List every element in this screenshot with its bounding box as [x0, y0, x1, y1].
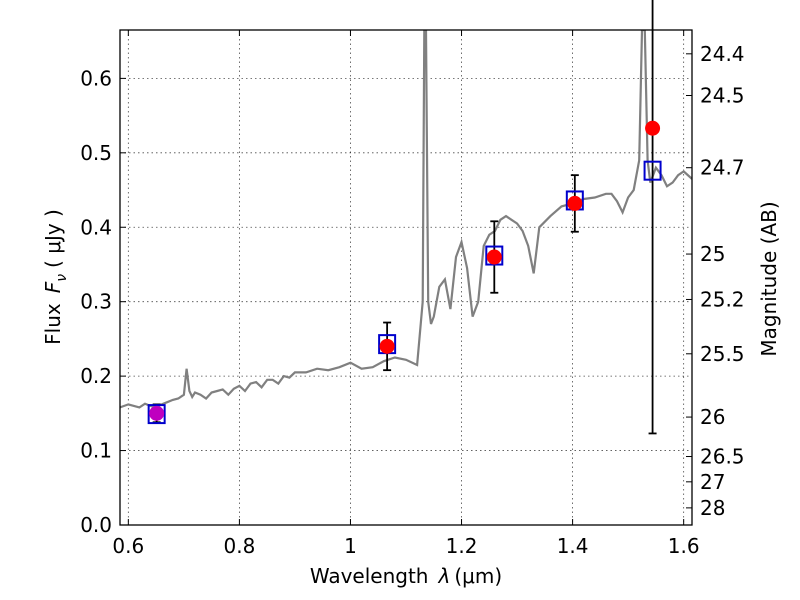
y-tick-label: 0.0: [80, 513, 112, 537]
model-square-marker: [485, 245, 504, 266]
plot-frame: [119, 29, 693, 526]
y-axis-label: FluxFν( μJy ): [41, 209, 70, 345]
observed-point: [149, 405, 165, 421]
x-tick-label: 0.8: [223, 534, 255, 558]
observed-point: [486, 249, 502, 265]
spectrum-line: [120, 30, 692, 409]
x-tick-label: 1.4: [557, 534, 589, 558]
x-tick-label: 0.6: [112, 534, 144, 558]
y2-tick-label: 26: [700, 405, 725, 429]
y2-tick-label: 24.7: [700, 156, 745, 180]
x-tick-label: 1.6: [668, 534, 700, 558]
x-tick-label: 1.2: [446, 534, 478, 558]
y2-tick-label: 26.5: [700, 445, 745, 469]
observed-point: [379, 338, 395, 354]
y2-axis-label: Magnitude (AB): [757, 201, 781, 356]
y-tick-label: 0.5: [80, 141, 112, 165]
observed-point: [567, 195, 583, 211]
y2-tick-label: 27: [700, 470, 725, 494]
y2-tick-label: 28: [700, 496, 725, 520]
x-axis-label: Wavelength λ (μm): [310, 564, 502, 588]
y-axis-ticks: 0.0 0.1 0.2 0.3 0.4 0.5 0.6: [80, 66, 126, 537]
y2-tick-label: 25.5: [700, 342, 745, 366]
y2-tick-label: 24.5: [700, 84, 745, 108]
error-bars: [152, 0, 657, 435]
y2-tick-label: 25.2: [700, 287, 745, 311]
y2-tick-label: 25: [700, 242, 725, 266]
y-tick-label: 0.6: [80, 66, 112, 90]
y-tick-label: 0.3: [80, 290, 112, 314]
x-axis-ticks: 0.6 0.8 1 1.2 1.4 1.6: [112, 30, 700, 558]
model-square-marker: [643, 160, 662, 181]
grid: [120, 30, 692, 525]
x-tick-label: 1: [344, 534, 357, 558]
observed-point: [645, 120, 661, 136]
y-tick-label: 0.1: [80, 439, 112, 463]
photometry-markers: [147, 120, 662, 425]
spectrum-series: [120, 30, 692, 409]
y-tick-label: 0.4: [80, 215, 112, 239]
y-tick-label: 0.2: [80, 364, 112, 388]
model-square-marker: [147, 404, 166, 425]
y2-tick-label: 24.4: [700, 42, 745, 66]
